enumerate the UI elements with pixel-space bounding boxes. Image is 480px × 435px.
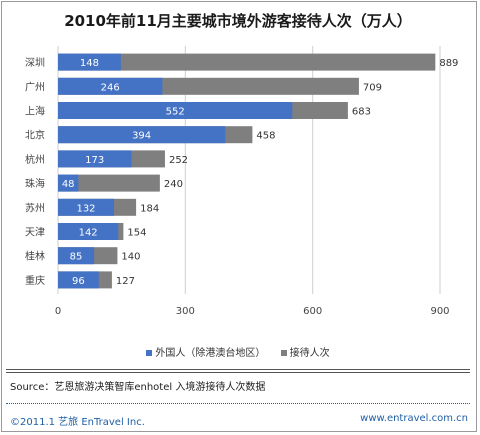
data-label-total-4: 252 xyxy=(169,155,188,166)
data-label-total-2: 683 xyxy=(352,107,371,118)
category-label-1: 广州 xyxy=(25,81,45,93)
source-note: Source：艺恩旅游决策智库enhotel 入境游接待人次数据 xyxy=(10,382,266,393)
data-label-foreign-0: 148 xyxy=(80,58,99,69)
bar-foreign-6 xyxy=(58,198,115,216)
data-label-foreign-6: 132 xyxy=(76,203,95,214)
bar-total-0 xyxy=(58,53,436,71)
copyright: ©2011.1 艺旅 EnTravel Inc. xyxy=(10,417,145,428)
chart-title: 2010年前11月主要城市境外游客接待人次（万人） xyxy=(64,12,412,30)
legend-label-foreign: 外国人（除港澳台地区） xyxy=(155,348,266,359)
category-label-0: 深圳 xyxy=(25,57,45,69)
bar-foreign-0 xyxy=(58,53,121,71)
data-label-total-5: 240 xyxy=(164,179,183,190)
data-label-foreign-3: 394 xyxy=(132,131,151,142)
divider-top-double xyxy=(6,372,470,373)
data-label-total-0: 889 xyxy=(439,58,458,69)
x-tick-label-0: 0 xyxy=(55,306,61,317)
bar-foreign-2 xyxy=(58,102,293,119)
data-label-total-8: 140 xyxy=(121,252,140,263)
data-label-foreign-5: 48 xyxy=(62,179,75,190)
website-link[interactable]: www.entravel.com.cn xyxy=(360,413,468,424)
data-label-total-6: 184 xyxy=(140,203,159,214)
category-label-2: 上海 xyxy=(25,105,45,118)
category-label-3: 北京 xyxy=(25,129,45,142)
footer-divider xyxy=(6,403,470,404)
legend-swatch-foreign xyxy=(146,350,153,356)
bar-chart: 0 300 600 900 深圳 148 889 广州 246 709 上海 552 683 北京 394 4… xyxy=(25,46,458,317)
bar-total-5 xyxy=(58,174,160,192)
bar-foreign-3 xyxy=(58,126,226,144)
category-label-5: 珠海 xyxy=(25,177,45,190)
data-label-total-9: 127 xyxy=(116,276,135,287)
legend-item-foreign: 外国人（除港澳台地区） xyxy=(146,344,265,359)
category-label-4: 杭州 xyxy=(25,153,45,166)
x-tick-label-300: 300 xyxy=(176,306,195,317)
data-label-total-1: 709 xyxy=(363,82,382,93)
legend: 外国人（除港澳台地区） 接待人次 xyxy=(0,344,476,359)
data-label-total-7: 154 xyxy=(127,228,146,239)
category-label-8: 桂林 xyxy=(25,250,45,263)
bar-foreign-7 xyxy=(58,223,119,240)
category-label-9: 重庆 xyxy=(25,274,45,287)
x-tick-label-900: 900 xyxy=(430,306,449,317)
data-label-foreign-2: 552 xyxy=(166,107,185,118)
divider-top xyxy=(6,369,470,370)
legend-swatch-total xyxy=(280,350,287,356)
data-label-foreign-9: 96 xyxy=(72,276,85,287)
bar-foreign-8 xyxy=(58,247,95,265)
x-tick-label-600: 600 xyxy=(303,306,322,317)
data-label-foreign-4: 173 xyxy=(85,155,104,166)
data-label-total-3: 458 xyxy=(256,131,275,142)
data-label-foreign-8: 85 xyxy=(70,252,83,263)
category-label-6: 苏州 xyxy=(25,201,45,214)
legend-label-total: 接待人次 xyxy=(289,348,330,359)
legend-item-total: 接待人次 xyxy=(280,344,330,359)
bar-foreign-4 xyxy=(58,150,132,168)
bar-foreign-9 xyxy=(58,271,99,289)
category-label-7: 天津 xyxy=(25,227,45,239)
bar-foreign-1 xyxy=(58,77,163,95)
data-label-foreign-7: 142 xyxy=(79,228,98,239)
data-label-foreign-1: 246 xyxy=(101,82,120,93)
bar-foreign-5 xyxy=(58,174,79,192)
